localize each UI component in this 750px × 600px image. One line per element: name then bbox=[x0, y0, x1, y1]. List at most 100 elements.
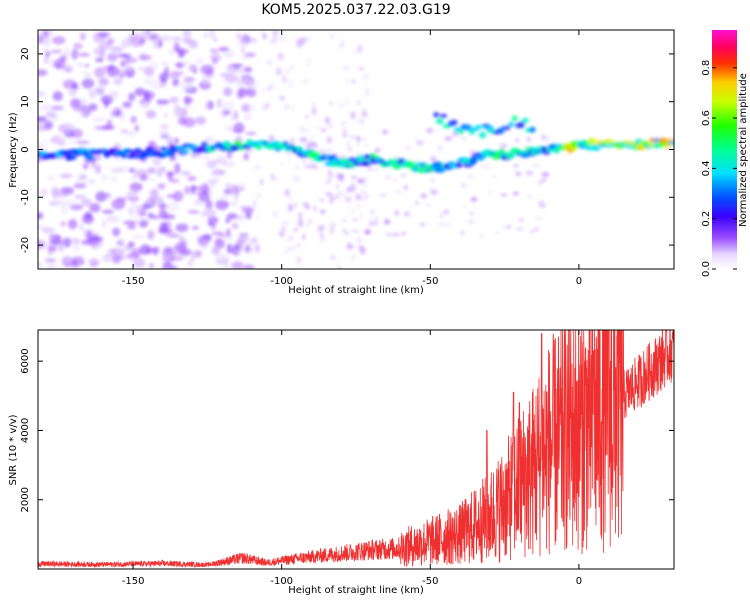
heatmap-cell bbox=[211, 57, 218, 65]
heatmap-cell bbox=[501, 193, 507, 197]
heatmap-cell bbox=[587, 137, 597, 145]
heatmap-cell bbox=[237, 38, 249, 46]
heatmap-cell bbox=[169, 96, 179, 104]
heatmap-cell bbox=[253, 86, 260, 92]
heatmap-cell bbox=[316, 126, 321, 130]
heatmap-cell bbox=[137, 67, 144, 72]
heatmap-cell bbox=[462, 204, 467, 208]
heatmap-cell bbox=[173, 42, 180, 51]
heatmap-cell bbox=[172, 35, 182, 42]
heatmap-cell bbox=[184, 105, 193, 109]
heatmap-cell bbox=[199, 156, 211, 160]
heatmap-cell bbox=[345, 139, 351, 148]
heatmap-cell bbox=[535, 217, 543, 220]
heatmap-cell bbox=[319, 209, 326, 215]
heatmap-cell bbox=[127, 241, 135, 248]
heatmap-cell bbox=[226, 243, 233, 254]
heatmap-cell bbox=[295, 146, 304, 153]
x-tick-label: 0 bbox=[576, 276, 582, 287]
heatmap-cell bbox=[537, 179, 543, 186]
heatmap-cell bbox=[362, 135, 366, 142]
heatmap-cell bbox=[127, 224, 136, 230]
heatmap-cell bbox=[119, 74, 125, 79]
heatmap-cell bbox=[159, 131, 170, 135]
heatmap-cell bbox=[112, 157, 122, 161]
y-tick-label: 6000 bbox=[20, 348, 31, 373]
heatmap-cell bbox=[143, 89, 150, 100]
heatmap-cell bbox=[392, 233, 400, 237]
heatmap-cell bbox=[123, 220, 138, 225]
heatmap-cell bbox=[346, 186, 352, 193]
heatmap-cell bbox=[162, 254, 176, 263]
heatmap-cell bbox=[319, 236, 327, 243]
heatmap-cell bbox=[71, 237, 81, 245]
heatmap-cell bbox=[240, 55, 249, 61]
heatmap-cell bbox=[327, 124, 334, 128]
heatmap-cell bbox=[532, 164, 540, 167]
heatmap-cell bbox=[134, 147, 142, 153]
heatmap-cell bbox=[269, 83, 274, 89]
heatmap-cell bbox=[252, 199, 257, 208]
heatmap-cell bbox=[278, 231, 285, 237]
colorbar-tick-label: 0.2 bbox=[701, 211, 712, 227]
heatmap-cell bbox=[217, 233, 227, 237]
heatmap-cell bbox=[208, 30, 216, 39]
heatmap-cell bbox=[311, 163, 318, 169]
heatmap-cell bbox=[146, 177, 157, 182]
heatmap-cell bbox=[147, 229, 155, 240]
heatmap-cell bbox=[181, 149, 190, 155]
heatmap-cell bbox=[80, 107, 90, 119]
heatmap-cell bbox=[172, 109, 184, 118]
heatmap-cell bbox=[348, 146, 352, 153]
heatmap-cell bbox=[392, 178, 397, 183]
heatmap-cell bbox=[529, 126, 536, 133]
heatmap-cell bbox=[205, 136, 215, 144]
heatmap-cell bbox=[404, 184, 408, 191]
heatmap-cell bbox=[329, 222, 336, 230]
heatmap-cell bbox=[74, 194, 86, 200]
heatmap-cell bbox=[198, 192, 211, 202]
heatmap-cell bbox=[281, 75, 287, 84]
heatmap-cell bbox=[299, 125, 303, 132]
heatmap-cell bbox=[296, 242, 301, 249]
heatmap-cell bbox=[362, 72, 370, 82]
heatmap-cell bbox=[348, 245, 355, 249]
heatmap-cell bbox=[113, 255, 127, 260]
heatmap-cell bbox=[352, 218, 359, 222]
heatmap-cell bbox=[51, 197, 63, 207]
heatmap-cell bbox=[249, 104, 256, 113]
heatmap-cell bbox=[222, 100, 235, 111]
colorbar-gradient bbox=[712, 30, 737, 269]
heatmap-cell bbox=[167, 171, 173, 182]
spectrogram-xlabel: Height of straight line (km) bbox=[288, 285, 424, 296]
heatmap-cell bbox=[131, 197, 137, 207]
heatmap-cell bbox=[275, 67, 282, 76]
heatmap-cell bbox=[426, 127, 434, 134]
heatmap-cell bbox=[338, 44, 344, 48]
heatmap-cell bbox=[194, 249, 202, 258]
heatmap-cell bbox=[345, 196, 352, 203]
heatmap-cell bbox=[215, 256, 230, 261]
heatmap-cell bbox=[42, 226, 55, 234]
heatmap-cell bbox=[38, 91, 46, 97]
heatmap-cell bbox=[356, 203, 361, 210]
heatmap-cell bbox=[290, 64, 294, 71]
heatmap-cell bbox=[478, 164, 485, 168]
heatmap-cell bbox=[143, 67, 155, 77]
heatmap-cell bbox=[438, 221, 445, 228]
figure-title: KOM5.2025.037.22.03.G19 bbox=[261, 2, 450, 18]
heatmap-cell bbox=[266, 60, 273, 66]
heatmap-cell bbox=[240, 186, 245, 192]
heatmap-cell bbox=[276, 177, 280, 183]
heatmap-cell bbox=[38, 239, 46, 250]
heatmap-cell bbox=[42, 47, 48, 53]
heatmap-cell bbox=[474, 124, 484, 130]
heatmap-cell bbox=[110, 107, 125, 111]
heatmap-cell bbox=[160, 34, 174, 42]
heatmap-cell bbox=[541, 171, 550, 178]
heatmap-cell bbox=[172, 78, 180, 87]
heatmap-cell bbox=[225, 218, 231, 224]
heatmap-cell bbox=[134, 124, 139, 132]
heatmap-cell bbox=[46, 264, 58, 269]
